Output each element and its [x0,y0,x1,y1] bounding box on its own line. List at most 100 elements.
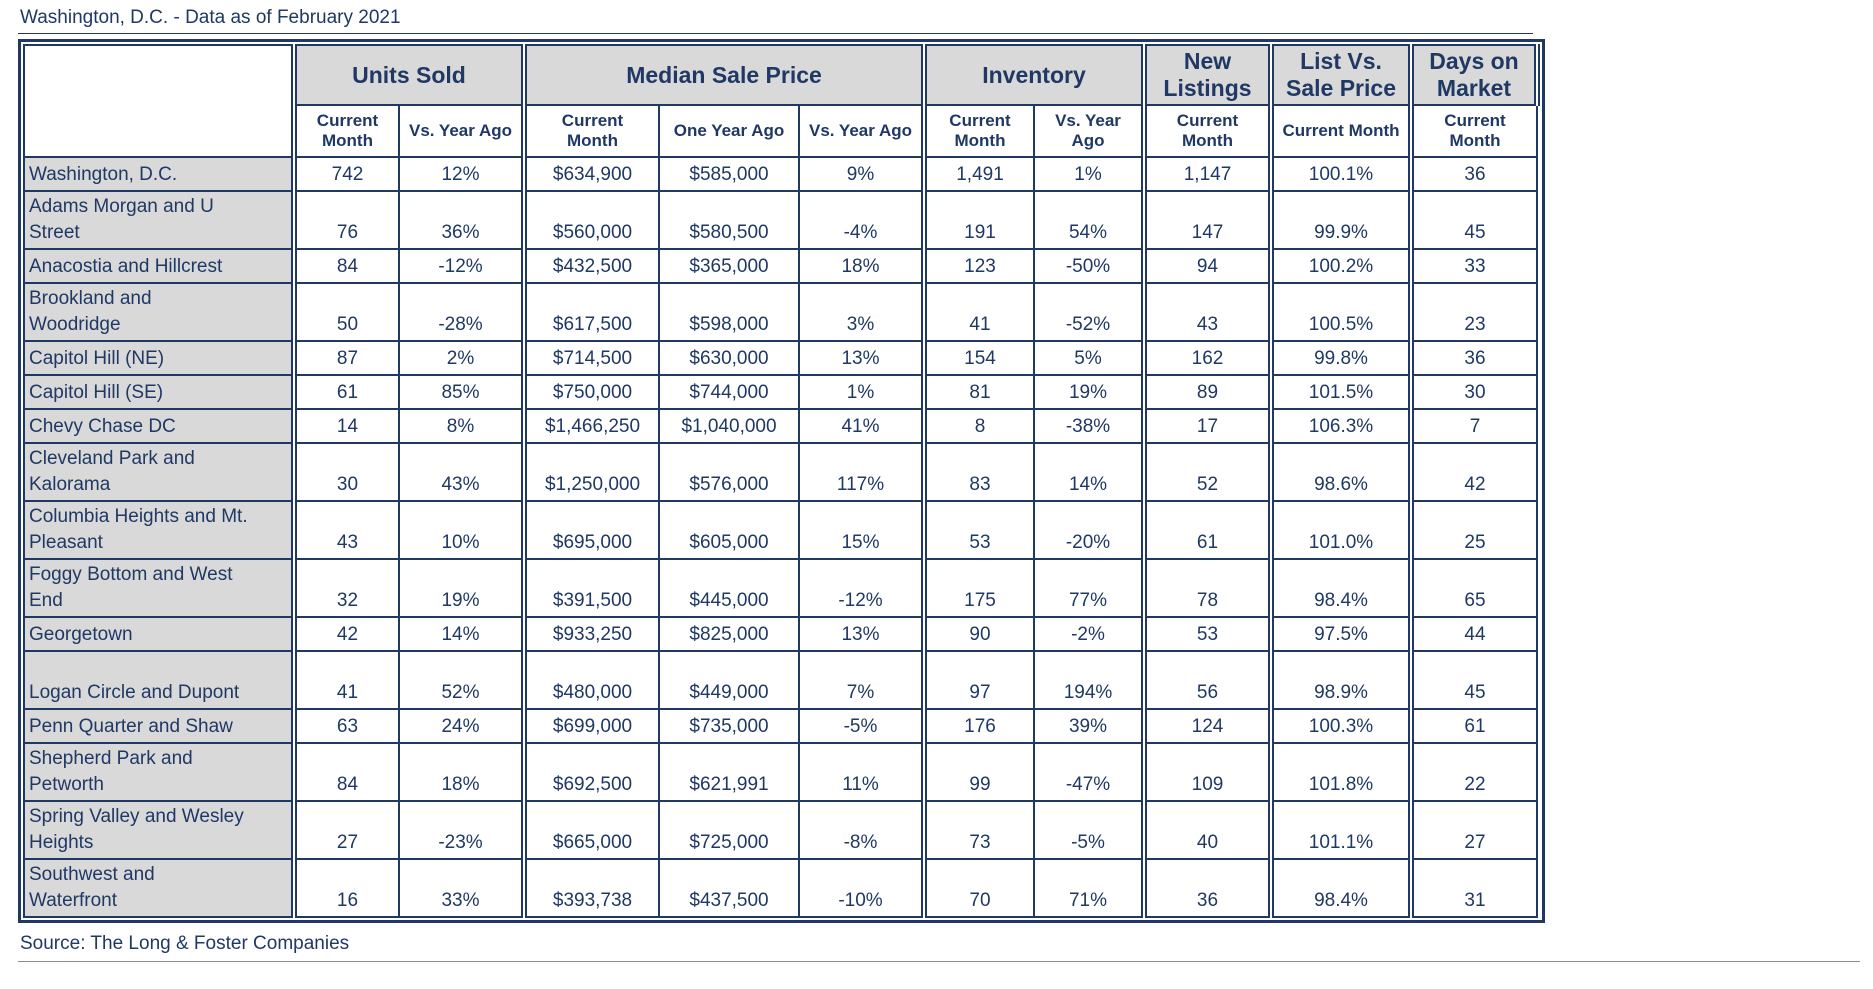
cell-median-sale-price-vs-year-ago: 1% [798,374,925,410]
row-label: Southwest and Waterfront [23,858,295,918]
cell-units-sold-vs-year-ago: 19% [398,558,525,618]
cell-median-sale-price-vs-year-ago: -8% [798,800,925,860]
cell-inventory-current-month: 123 [921,248,1035,284]
cell-median-sale-price-vs-year-ago: 13% [798,340,925,376]
cell-median-sale-price-current-month: $634,900 [521,156,660,192]
cell-median-sale-price-vs-year-ago: 11% [798,742,925,802]
table-row: Penn Quarter and Shaw 63 24% $699,000 $735,0… [23,708,1538,744]
cell-units-sold-current-month: 32 [291,558,400,618]
cell-units-sold-vs-year-ago: -12% [398,248,525,284]
table-outer-border: Units Sold Median Sale Price Inventory N… [18,39,1545,923]
cell-list-vs-sale-price-current-month: 101.8% [1268,742,1412,802]
cell-inventory-current-month: 176 [921,708,1035,744]
cell-days-on-market-current-month: 7 [1408,408,1538,444]
cell-median-sale-price-one-year-ago: $449,000 [658,650,800,710]
cell-units-sold-vs-year-ago: -23% [398,800,525,860]
cell-inventory-current-month: 53 [921,500,1035,560]
cell-new-listings-current-month: 1,147 [1141,156,1272,192]
row-label: Penn Quarter and Shaw [23,708,295,744]
cell-units-sold-current-month: 42 [291,616,400,652]
cell-median-sale-price-current-month: $480,000 [521,650,660,710]
col-header-list-vs-sale-price-current-month: Current Month [1268,104,1412,158]
cell-units-sold-vs-year-ago: 24% [398,708,525,744]
cell-median-sale-price-vs-year-ago: -4% [798,190,925,250]
row-label: Adams Morgan and U Street [23,190,295,250]
table-row: Spring Valley and Wesley Heights 27 -23% $6… [23,800,1538,860]
cell-new-listings-current-month: 56 [1141,650,1272,710]
cell-units-sold-current-month: 50 [291,282,400,342]
cell-list-vs-sale-price-current-month: 100.3% [1268,708,1412,744]
cell-units-sold-current-month: 61 [291,374,400,410]
col-header-new-listings-current-month: Current Month [1141,104,1272,158]
cell-new-listings-current-month: 147 [1141,190,1272,250]
cell-new-listings-current-month: 78 [1141,558,1272,618]
cell-inventory-vs-year-ago: 194% [1033,650,1145,710]
cell-new-listings-current-month: 17 [1141,408,1272,444]
cell-new-listings-current-month: 89 [1141,374,1272,410]
cell-median-sale-price-one-year-ago: $621,991 [658,742,800,802]
row-label: Spring Valley and Wesley Heights [23,800,295,860]
cell-median-sale-price-vs-year-ago: -5% [798,708,925,744]
cell-units-sold-vs-year-ago: 14% [398,616,525,652]
row-label: Capitol Hill (NE) [23,340,295,376]
cell-inventory-current-month: 1,491 [921,156,1035,192]
cell-days-on-market-current-month: 44 [1408,616,1538,652]
cell-inventory-current-month: 81 [921,374,1035,410]
cell-median-sale-price-current-month: $1,250,000 [521,442,660,502]
cell-median-sale-price-vs-year-ago: 117% [798,442,925,502]
cell-days-on-market-current-month: 65 [1408,558,1538,618]
cell-median-sale-price-one-year-ago: $585,000 [658,156,800,192]
row-label: Foggy Bottom and West End [23,558,295,618]
cell-list-vs-sale-price-current-month: 101.5% [1268,374,1412,410]
cell-list-vs-sale-price-current-month: 100.2% [1268,248,1412,284]
table-row: Georgetown 42 14% $933,250 $825,000 13% 90 -2% 5… [23,616,1538,652]
cell-inventory-current-month: 73 [921,800,1035,860]
row-label: Cleveland Park and Kalorama [23,442,295,502]
cell-median-sale-price-current-month: $617,500 [521,282,660,342]
cell-units-sold-current-month: 76 [291,190,400,250]
cell-days-on-market-current-month: 27 [1408,800,1538,860]
cell-days-on-market-current-month: 36 [1408,340,1538,376]
cell-units-sold-vs-year-ago: 2% [398,340,525,376]
cell-median-sale-price-one-year-ago: $598,000 [658,282,800,342]
cell-inventory-current-month: 90 [921,616,1035,652]
table-row: Brookland and Woodridge 50 -28% $617,500 $59… [23,282,1538,342]
cell-median-sale-price-vs-year-ago: 3% [798,282,925,342]
table-row: Washington, D.C. 742 12% $634,900 $585,000 9%… [23,156,1538,192]
col-header-days-on-market-current-month: Current Month [1408,104,1538,158]
market-data-table: Units Sold Median Sale Price Inventory N… [23,44,1540,918]
cell-median-sale-price-one-year-ago: $744,000 [658,374,800,410]
cell-units-sold-vs-year-ago: 85% [398,374,525,410]
cell-days-on-market-current-month: 23 [1408,282,1538,342]
row-label: Washington, D.C. [23,156,295,192]
row-label: Anacostia and Hillcrest [23,248,295,284]
table-row: Capitol Hill (NE) 87 2% $714,500 $630,000 13%… [23,340,1538,376]
cell-median-sale-price-one-year-ago: $365,000 [658,248,800,284]
cell-inventory-vs-year-ago: 77% [1033,558,1145,618]
cell-median-sale-price-current-month: $1,466,250 [521,408,660,444]
col-header-median-sale-price-one-year-ago: One Year Ago [658,104,800,158]
row-label: Shepherd Park and Petworth [23,742,295,802]
cell-inventory-vs-year-ago: -2% [1033,616,1145,652]
cell-days-on-market-current-month: 45 [1408,190,1538,250]
cell-inventory-vs-year-ago: -50% [1033,248,1145,284]
table-row: Southwest and Waterfront 16 33% $393,738 $43… [23,858,1538,918]
cell-inventory-current-month: 175 [921,558,1035,618]
table-row: Logan Circle and Dupont 41 52% $480,000 $449… [23,650,1538,710]
cell-median-sale-price-current-month: $699,000 [521,708,660,744]
cell-inventory-vs-year-ago: -5% [1033,800,1145,860]
cell-new-listings-current-month: 94 [1141,248,1272,284]
cell-median-sale-price-current-month: $714,500 [521,340,660,376]
cell-inventory-current-month: 8 [921,408,1035,444]
row-label: Georgetown [23,616,295,652]
sub-header-row: Current Month Vs. Year Ago Current Month… [24,104,1538,158]
cell-units-sold-current-month: 14 [291,408,400,444]
corner-cell [23,44,297,158]
col-header-units-sold-vs-year-ago: Vs. Year Ago [398,104,525,158]
cell-days-on-market-current-month: 31 [1408,858,1538,918]
table-row: Capitol Hill (SE) 61 85% $750,000 $744,000 1%… [23,374,1538,410]
cell-days-on-market-current-month: 42 [1408,442,1538,502]
cell-median-sale-price-vs-year-ago: 13% [798,616,925,652]
cell-inventory-vs-year-ago: -38% [1033,408,1145,444]
cell-median-sale-price-one-year-ago: $576,000 [658,442,800,502]
